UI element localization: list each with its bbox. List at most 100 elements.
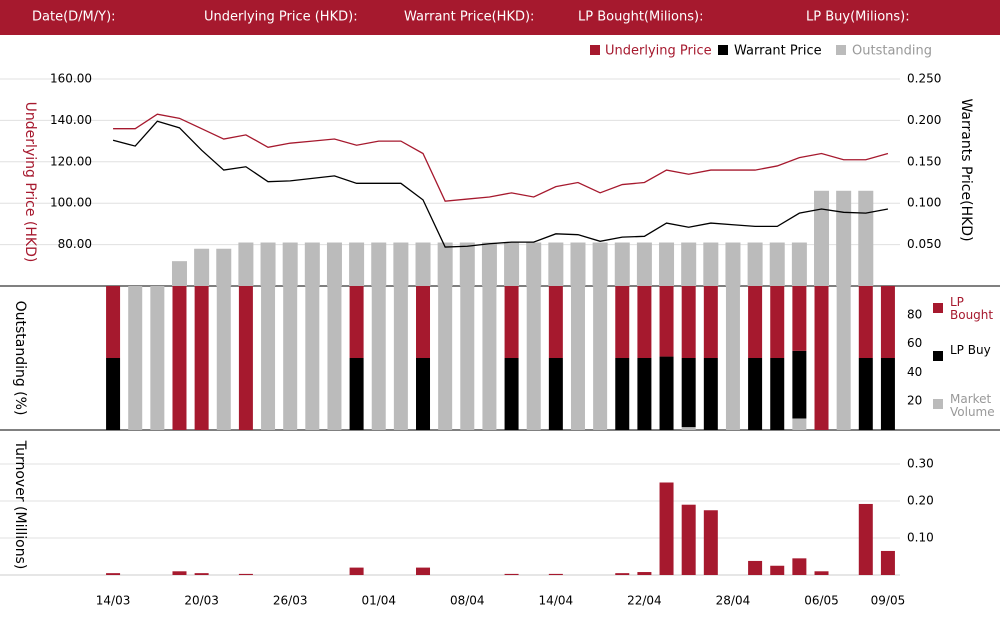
stack-bar <box>416 286 431 358</box>
outstanding-bar <box>570 242 586 286</box>
x-tick-label: 14/04 <box>539 594 574 608</box>
stack-bar <box>327 286 342 430</box>
stack-bar <box>814 286 829 430</box>
y-tick-label: 20 <box>907 394 922 408</box>
header-label: Date(D/M/Y): <box>32 10 116 25</box>
y2-tick-label: 0.050 <box>907 237 941 251</box>
outstanding-bar <box>371 242 387 286</box>
outstanding-bar <box>636 242 652 286</box>
y-tick-label: 0.10 <box>907 531 934 545</box>
outstanding-bar <box>681 242 697 286</box>
legend-swatch <box>718 45 728 55</box>
turnover-bar <box>548 573 563 575</box>
y-axis-title: Turnover (Millions) <box>12 440 28 570</box>
stack-bar <box>681 427 696 430</box>
outstanding-bar <box>238 242 254 286</box>
outstanding-bar <box>703 242 719 286</box>
stack-bar <box>880 358 895 430</box>
y-tick-label: 120.00 <box>50 154 92 168</box>
stack-bar <box>526 286 541 430</box>
outstanding-bar <box>393 242 409 286</box>
y2-tick-label: 0.150 <box>907 154 941 168</box>
outstanding-bar <box>437 242 453 286</box>
header-bar <box>0 0 1000 35</box>
outstanding-bar <box>814 190 830 286</box>
x-tick-label: 26/03 <box>273 594 308 608</box>
turnover-bar <box>194 573 209 575</box>
y-tick-label: 80 <box>907 307 922 321</box>
legend-label: Warrant Price <box>734 44 822 59</box>
legend-label: LP Bought <box>950 295 994 322</box>
outstanding-bar <box>659 242 675 286</box>
stack-bar <box>792 286 807 351</box>
legend-swatch <box>836 45 846 55</box>
stack-bar <box>659 286 674 357</box>
stack-bar <box>570 286 585 430</box>
outstanding-bar <box>747 242 763 286</box>
turnover-bar <box>681 504 696 575</box>
legend-swatch <box>590 45 600 55</box>
stack-bar <box>416 358 431 430</box>
stack-bar <box>703 358 718 430</box>
y2-tick-label: 0.250 <box>907 72 941 86</box>
header-label: Warrant Price(HKD): <box>404 10 534 25</box>
outstanding-bar <box>216 248 232 286</box>
stack-bar <box>438 286 453 430</box>
stack-bar <box>393 286 408 430</box>
outstanding-bar <box>526 242 542 286</box>
stack-bar <box>659 356 674 430</box>
turnover-bar <box>349 567 364 575</box>
x-tick-label: 01/04 <box>361 594 396 608</box>
turnover-bar <box>615 573 630 575</box>
outstanding-bar <box>282 242 298 286</box>
stack-bar <box>637 358 652 430</box>
turnover-bar <box>814 571 829 575</box>
stack-bar <box>748 358 763 430</box>
stack-bar <box>548 286 563 358</box>
stack-bar <box>858 358 873 430</box>
turnover-bar <box>880 550 895 575</box>
y-axis-title: Outstanding (%) <box>12 301 28 416</box>
stack-bar <box>770 286 785 358</box>
x-tick-label: 14/03 <box>96 594 131 608</box>
y-tick-label: 40 <box>907 365 922 379</box>
stack-bar <box>106 358 121 430</box>
outstanding-bar <box>260 242 276 286</box>
outstanding-bar <box>858 190 874 286</box>
y-tick-label: 0.30 <box>907 457 934 471</box>
stack-bar <box>238 286 253 430</box>
stack-bar <box>681 286 696 358</box>
turnover-bar <box>792 558 807 575</box>
stack-bar <box>770 358 785 430</box>
stack-bar <box>703 286 718 358</box>
y-tick-label: 80.00 <box>58 237 92 251</box>
line <box>112 120 889 248</box>
stack-bar <box>283 286 298 430</box>
stack-bar <box>504 358 519 430</box>
turnover-bar <box>504 573 519 575</box>
outstanding-bar <box>481 242 497 286</box>
legend-label: LP Buy <box>950 343 991 357</box>
stack-bar <box>548 358 563 430</box>
y-tick-label: 100.00 <box>50 196 92 210</box>
stack-bar <box>792 418 807 430</box>
legend-swatch <box>933 399 943 409</box>
turnover-bar <box>106 573 121 575</box>
stack-bar <box>593 286 608 430</box>
turnover-bar <box>238 573 253 575</box>
stack-bar <box>460 286 475 430</box>
stack-bar <box>681 358 696 428</box>
outstanding-bar <box>791 242 807 286</box>
stack-bar <box>725 286 740 430</box>
stack-bar <box>261 286 276 430</box>
stack-bar <box>482 286 497 430</box>
turnover-bar <box>703 510 718 575</box>
outstanding-bar <box>459 242 475 286</box>
outstanding-bar <box>349 242 365 286</box>
stack-bar <box>216 286 231 430</box>
outstanding-bar <box>304 242 320 286</box>
stack-bar <box>748 286 763 358</box>
outstanding-bar <box>592 242 608 286</box>
turnover-bar <box>416 567 431 575</box>
stack-bar <box>836 286 851 430</box>
